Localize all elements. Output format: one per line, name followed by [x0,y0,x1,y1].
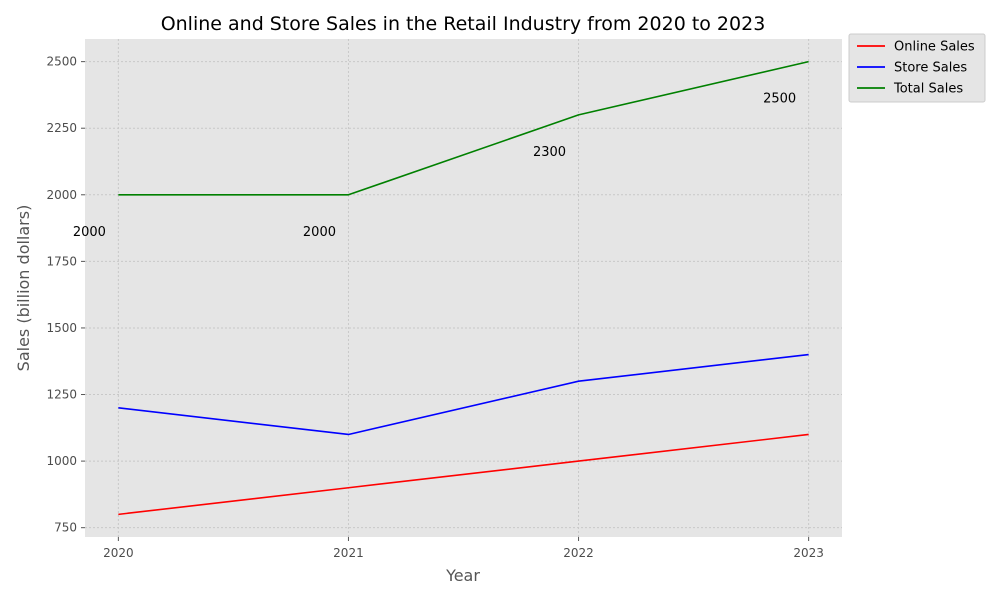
series-line-store-sales [118,353,809,436]
plot-background [85,39,842,537]
legend-box [848,33,986,103]
x-tick-label: 2021 [333,546,364,560]
y-tick-label: 2250 [46,121,77,135]
y-tick-label: 1750 [46,254,77,268]
y-tick-label: 1500 [46,321,77,335]
grid-lines [85,39,842,537]
series-lines [118,60,809,516]
chart-title: Online and Store Sales in the Retail Ind… [161,13,766,35]
y-axis-ticks: 750 1000 1250 1500 1750 2000 2250 2500 [46,55,85,535]
x-axis-label: Year [445,566,480,585]
y-tick-label: 1250 [46,388,77,402]
y-tick-label: 2500 [46,55,77,69]
x-tick-label: 2022 [563,546,594,560]
data-label: 2000 [303,225,336,240]
legend-label: Total Sales [893,82,963,97]
y-tick-label: 2000 [46,188,77,202]
series-line-total-sales [118,60,809,196]
data-label: 2500 [763,92,796,107]
y-tick-label: 750 [54,521,77,535]
data-label: 2000 [73,225,106,240]
x-tick-label: 2020 [103,546,134,560]
x-axis-ticks: 2020 2021 2022 2023 [103,537,824,560]
legend-label: Store Sales [894,61,967,76]
x-tick-label: 2023 [793,546,824,560]
y-axis-label: Sales (billion dollars) [14,205,33,372]
legend-label: Online Sales [894,40,975,55]
legend: Online Sales Store Sales Total Sales [848,33,986,103]
y-tick-label: 1000 [46,454,77,468]
data-labels: 2000 2000 2300 2500 [73,92,796,240]
data-label: 2300 [533,145,566,160]
series-line-online-sales [118,433,809,516]
